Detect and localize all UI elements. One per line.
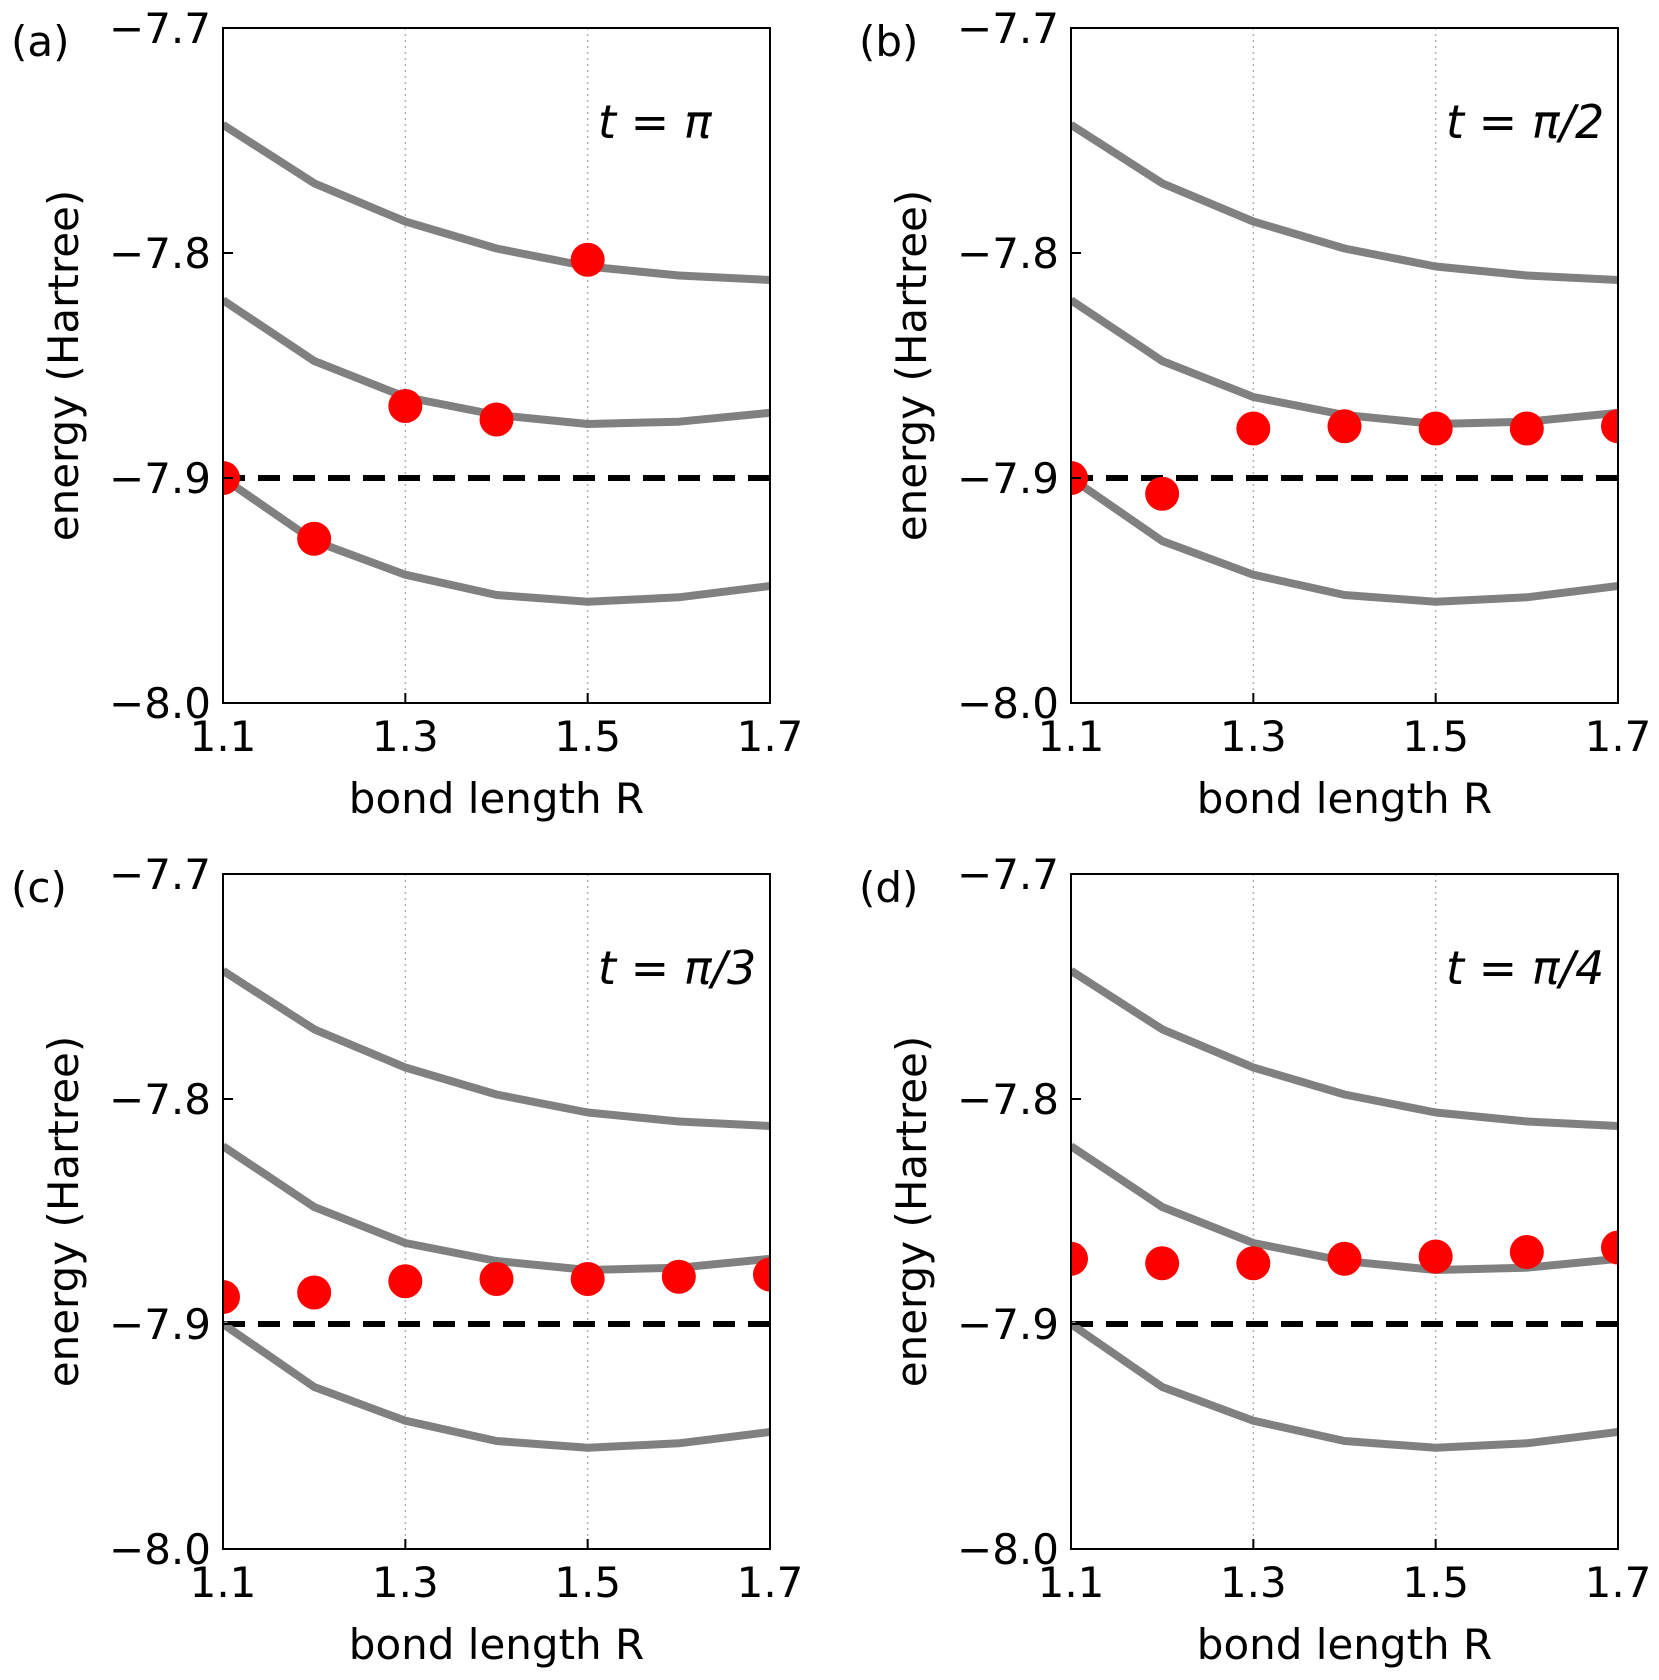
x-tick-label: 1.5 <box>554 1558 621 1607</box>
y-tick-label: −7.8 <box>957 1075 1059 1124</box>
y-tick-label: −8.0 <box>109 679 211 728</box>
data-point <box>1509 1235 1544 1269</box>
panel-c: −7.7 −7.8 −7.9 −8.01.1 1.3 1.5 1.7 (c) t = π/3 bo… <box>11 850 803 1669</box>
x-tick-label: 1.3 <box>1220 1558 1287 1607</box>
x-tick-label: 1.5 <box>1402 1558 1469 1607</box>
data-point <box>1071 1241 1088 1276</box>
series-line-1 <box>223 967 770 1130</box>
data-point <box>1145 1246 1180 1281</box>
x-tick-label: 1.1 <box>1038 712 1105 761</box>
annotation: t = π/2 <box>1446 95 1604 149</box>
data-point <box>1327 409 1362 444</box>
data-point <box>661 1259 696 1294</box>
data-point <box>297 521 332 556</box>
data-point <box>1327 1241 1362 1276</box>
y-tick-label: −7.7 <box>109 4 211 53</box>
x-axis-label: bond length R <box>349 1620 644 1669</box>
data-point <box>1509 411 1544 446</box>
x-axis-label: bond length R <box>1197 774 1492 823</box>
y-tick-label: −7.9 <box>957 1300 1059 1349</box>
y-axis-label: energy (Hartree) <box>887 190 936 542</box>
axes-frame <box>1070 873 1619 1550</box>
y-tick-label: −7.9 <box>109 1300 211 1349</box>
x-tick-label: 1.7 <box>737 712 804 761</box>
y-tick-label: −7.8 <box>109 229 211 278</box>
panel-b: −7.7 −7.8 −7.9 −8.01.1 1.3 1.5 1.7 (b) t = π/2 bo… <box>859 4 1651 823</box>
panel-d: −7.7 −7.8 −7.9 −8.01.1 1.3 1.5 1.7 (d) t = π/4 bo… <box>859 850 1651 1669</box>
y-tick-label: −7.8 <box>957 229 1059 278</box>
axes-frame <box>222 27 771 704</box>
data-point <box>570 1262 605 1296</box>
annotation: t = π/4 <box>1446 941 1604 995</box>
x-tick-label: 1.1 <box>190 1558 257 1607</box>
series-line-1 <box>1071 967 1618 1130</box>
y-tick-label: −7.7 <box>109 850 211 899</box>
y-tick-label: −7.9 <box>957 454 1059 503</box>
series-line-1 <box>1071 121 1618 284</box>
x-tick-label: 1.3 <box>1220 712 1287 761</box>
panel-a: −7.7 −7.8 −7.9 −8.01.1 1.3 1.5 1.7 (a) t = π bond… <box>11 4 803 823</box>
axes-frame <box>1070 27 1619 704</box>
data-point <box>479 402 514 437</box>
data-point <box>1236 411 1271 446</box>
data-point <box>388 1264 423 1299</box>
data-point <box>570 242 605 277</box>
x-axis-label: bond length R <box>1197 1620 1492 1669</box>
series-line-1 <box>223 121 770 284</box>
data-point <box>1418 411 1453 446</box>
series-line-3 <box>1071 1320 1618 1452</box>
x-tick-label: 1.1 <box>190 712 257 761</box>
y-tick-label: −7.7 <box>957 4 1059 53</box>
series-line-2 <box>1071 296 1618 428</box>
series-line-2 <box>223 1142 770 1274</box>
y-axis-label: energy (Hartree) <box>39 1036 88 1388</box>
data-point <box>479 1262 514 1296</box>
y-tick-label: −8.0 <box>109 1525 211 1574</box>
panel-label: (a) <box>11 17 70 66</box>
y-tick-label: −8.0 <box>957 679 1059 728</box>
y-axis-label: energy (Hartree) <box>39 190 88 542</box>
data-point <box>388 389 423 423</box>
y-tick-label: −7.9 <box>109 454 211 503</box>
annotation: t = π <box>598 95 713 149</box>
data-point <box>1601 409 1618 444</box>
y-tick-label: −7.7 <box>957 850 1059 899</box>
plot-area <box>223 967 770 1452</box>
y-axis-label: energy (Hartree) <box>887 1036 936 1388</box>
data-point <box>223 1280 240 1314</box>
y-tick-label: −7.8 <box>109 1075 211 1124</box>
x-axis-label: bond length R <box>349 774 644 823</box>
data-point <box>1145 476 1180 511</box>
x-tick-label: 1.7 <box>1585 712 1652 761</box>
x-tick-label: 1.1 <box>1038 1558 1105 1607</box>
y-tick-label: −8.0 <box>957 1525 1059 1574</box>
panel-label: (b) <box>859 17 918 66</box>
panel-label: (d) <box>859 863 918 912</box>
plot-area <box>1071 121 1618 606</box>
data-point <box>1236 1246 1271 1281</box>
data-point <box>1601 1230 1618 1265</box>
x-tick-label: 1.3 <box>372 712 439 761</box>
data-point <box>297 1275 332 1310</box>
series-line-3 <box>223 1320 770 1452</box>
plot-area <box>1071 967 1618 1452</box>
x-tick-label: 1.5 <box>1402 712 1469 761</box>
x-tick-label: 1.7 <box>1585 1558 1652 1607</box>
data-point <box>753 1257 770 1292</box>
x-tick-label: 1.3 <box>372 1558 439 1607</box>
x-tick-label: 1.5 <box>554 712 621 761</box>
axes-frame <box>222 873 771 1550</box>
data-point <box>1418 1239 1453 1274</box>
annotation: t = π/3 <box>598 941 756 995</box>
series-line-3 <box>1071 474 1618 606</box>
x-tick-label: 1.7 <box>737 1558 804 1607</box>
plot-area <box>223 121 770 606</box>
panel-label: (c) <box>11 863 67 912</box>
